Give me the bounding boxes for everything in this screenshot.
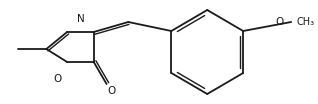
Text: N: N [77,14,85,24]
Text: O: O [107,86,116,96]
Text: O: O [53,74,61,84]
Text: CH₃: CH₃ [296,17,314,27]
Text: O: O [275,17,283,27]
